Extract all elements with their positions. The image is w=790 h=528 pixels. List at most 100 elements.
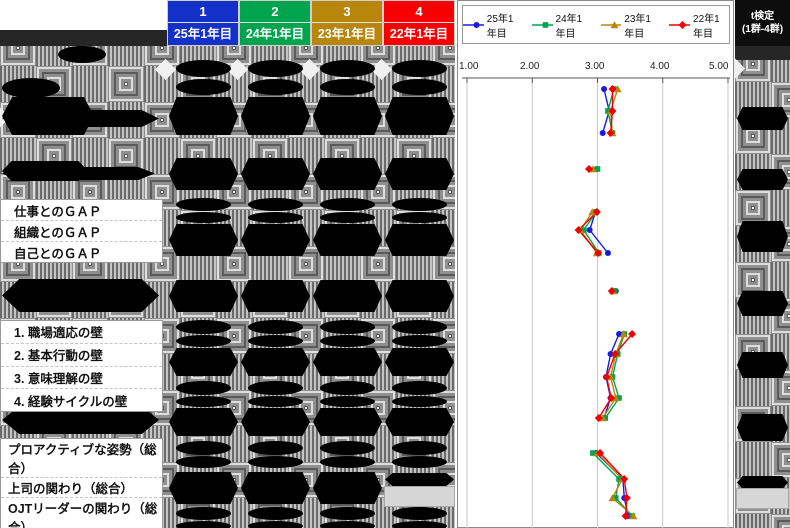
redacted-blob — [176, 198, 231, 211]
redacted-blob — [313, 97, 382, 135]
redacted-blob — [176, 456, 231, 468]
axis-tick-label: 4.00 — [650, 61, 670, 72]
header-col-number: 4 — [384, 1, 454, 23]
highlight-cell — [736, 488, 789, 509]
redacted-blob — [320, 396, 375, 407]
header-col-number: 1 — [168, 1, 238, 23]
redacted-blob — [313, 224, 382, 256]
redacted-blob — [392, 456, 447, 468]
redacted-header-bar — [735, 46, 790, 60]
redacted-blob — [248, 521, 303, 528]
redacted-blob — [248, 320, 303, 334]
redacted-blob — [737, 221, 788, 252]
chart-legend: 25年1年目 24年1年目 23年1年目 22年1年目 — [462, 5, 730, 44]
redacted-blob — [176, 396, 231, 407]
t-test-subtitle: (1群-4群) — [741, 24, 784, 35]
redacted-blob — [241, 408, 310, 436]
redacted-blob — [385, 473, 454, 486]
legend-item-25: 25年1年目 — [463, 10, 523, 40]
redacted-blob — [392, 507, 447, 520]
redacted-blob — [392, 60, 447, 77]
redacted-blob — [385, 280, 454, 312]
redacted-blob — [313, 280, 382, 312]
row-label-wall-4: 4. 経験サイクルの壁 — [1, 388, 162, 411]
redacted-blob — [2, 78, 60, 98]
redacted-blob — [176, 521, 231, 528]
redacted-blob — [241, 158, 310, 190]
redacted-blob — [169, 158, 238, 190]
redacted-blob — [385, 348, 454, 376]
redacted-blob — [241, 97, 310, 135]
row-label-boss: 上司の関わり（総合） — [1, 477, 162, 497]
redacted-blob — [248, 396, 303, 407]
redacted-blob — [248, 456, 303, 468]
redacted-blob — [320, 456, 375, 468]
redacted-blob — [737, 169, 788, 190]
row-label-gap-work: 仕事とのＧＡＰ — [14, 204, 102, 219]
redacted-blob — [241, 224, 310, 256]
redacted-blob — [176, 441, 231, 455]
redacted-blob — [176, 212, 231, 223]
row-label-proactive: プロアクティブな姿勢（総合） — [8, 443, 157, 476]
redacted-blob — [385, 224, 454, 256]
axis-tick-label: 1.00 — [459, 61, 479, 72]
redacted-blob — [737, 352, 788, 378]
header-col-label: 22年1年目 — [389, 27, 449, 41]
redacted-blob — [392, 198, 447, 211]
redacted-blob — [392, 381, 447, 395]
header-col-3: 3 23年1年目 — [311, 0, 383, 46]
row-label-group-gap: 仕事とのＧＡＰ 組織とのＧＡＰ 自己とのＧＡＰ — [0, 199, 163, 263]
legend-marker-triangle-icon — [600, 20, 622, 28]
axis-tick-label: 5.00 — [709, 61, 729, 72]
axis-tick-label: 2.00 — [520, 61, 540, 72]
redacted-blob — [320, 60, 375, 77]
legend-marker-diamond-icon — [669, 20, 691, 29]
header-col-4: 4 22年1年目 — [383, 0, 455, 46]
legend-label: 24年1年目 — [555, 13, 583, 40]
legend-marker-square-icon — [531, 21, 553, 28]
redacted-blob — [320, 198, 375, 211]
redacted-blob — [248, 60, 303, 77]
redacted-blob — [737, 414, 788, 441]
legend-item-23: 23年1年目 — [600, 10, 661, 40]
redacted-blob — [2, 167, 155, 180]
redacted-blob — [241, 348, 310, 376]
redacted-blob — [320, 521, 375, 528]
header-col-2: 2 24年1年目 — [239, 0, 311, 46]
redacted-blob — [392, 521, 447, 528]
row-label-ojt: OJTリーダーの関わり（総合） — [1, 497, 162, 528]
redacted-blob — [320, 320, 375, 334]
redacted-blob — [2, 110, 159, 127]
t-test-header: t検定 (1群-4群) — [735, 0, 790, 46]
redacted-blob — [392, 396, 447, 407]
redacted-blob — [248, 441, 303, 455]
redacted-blob — [392, 79, 447, 95]
highlight-cell — [384, 486, 455, 507]
redacted-blob — [320, 507, 375, 520]
redacted-blob — [737, 291, 788, 316]
header-col-label: 23年1年目 — [317, 27, 377, 41]
row-label-gap-org: 組織とのＧＡＰ — [1, 220, 162, 241]
redacted-blob — [313, 408, 382, 436]
redacted-blob — [176, 335, 231, 347]
redacted-blob — [320, 441, 375, 455]
redacted-blob — [392, 335, 447, 347]
redacted-blob — [392, 441, 447, 455]
row-label-group-walls: 1. 職場適応の壁 2. 基本行動の壁 3. 意味理解の壁 4. 経験サイクルの… — [0, 320, 163, 412]
redacted-blob — [58, 46, 106, 63]
legend-label: 22年1年目 — [693, 13, 720, 40]
redacted-blob — [248, 79, 303, 95]
redacted-blob — [248, 198, 303, 211]
redacted-blob — [385, 408, 454, 436]
redacted-blob — [392, 212, 447, 223]
row-label-wall-1: 1. 職場適応の壁 — [14, 326, 103, 341]
redacted-blob — [169, 224, 238, 256]
redacted-blob — [176, 320, 231, 334]
redacted-blob — [385, 97, 454, 135]
redacted-blob — [385, 158, 454, 190]
redacted-blob — [169, 280, 238, 312]
redacted-blob — [248, 212, 303, 223]
redacted-blob — [320, 79, 375, 95]
row-label-wall-3: 3. 意味理解の壁 — [1, 365, 162, 389]
